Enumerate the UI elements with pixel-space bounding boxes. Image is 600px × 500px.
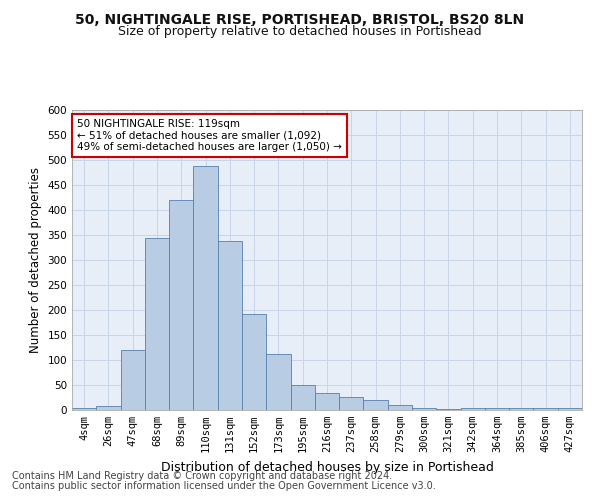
Bar xyxy=(290,385,315,410)
Bar xyxy=(339,396,364,410)
Bar xyxy=(72,408,96,410)
Bar xyxy=(461,408,485,410)
Text: 50, NIGHTINGALE RISE, PORTISHEAD, BRISTOL, BS20 8LN: 50, NIGHTINGALE RISE, PORTISHEAD, BRISTO… xyxy=(76,12,524,26)
Y-axis label: Number of detached properties: Number of detached properties xyxy=(29,167,42,353)
Bar xyxy=(96,406,121,410)
Bar xyxy=(218,241,242,410)
Bar xyxy=(266,354,290,410)
Bar xyxy=(509,408,533,410)
Text: Contains HM Land Registry data © Crown copyright and database right 2024.: Contains HM Land Registry data © Crown c… xyxy=(12,471,392,481)
Bar xyxy=(193,166,218,410)
Bar xyxy=(242,314,266,410)
Bar xyxy=(412,408,436,410)
Text: Contains public sector information licensed under the Open Government Licence v3: Contains public sector information licen… xyxy=(12,481,436,491)
Text: 50 NIGHTINGALE RISE: 119sqm
← 51% of detached houses are smaller (1,092)
49% of : 50 NIGHTINGALE RISE: 119sqm ← 51% of det… xyxy=(77,119,342,152)
Bar xyxy=(388,405,412,410)
Bar xyxy=(145,238,169,410)
Text: Size of property relative to detached houses in Portishead: Size of property relative to detached ho… xyxy=(118,25,482,38)
Bar xyxy=(485,408,509,410)
Bar xyxy=(533,408,558,410)
X-axis label: Distribution of detached houses by size in Portishead: Distribution of detached houses by size … xyxy=(161,460,493,473)
Bar xyxy=(436,408,461,410)
Bar xyxy=(364,400,388,410)
Bar xyxy=(315,392,339,410)
Bar xyxy=(558,408,582,410)
Bar xyxy=(121,350,145,410)
Bar xyxy=(169,200,193,410)
